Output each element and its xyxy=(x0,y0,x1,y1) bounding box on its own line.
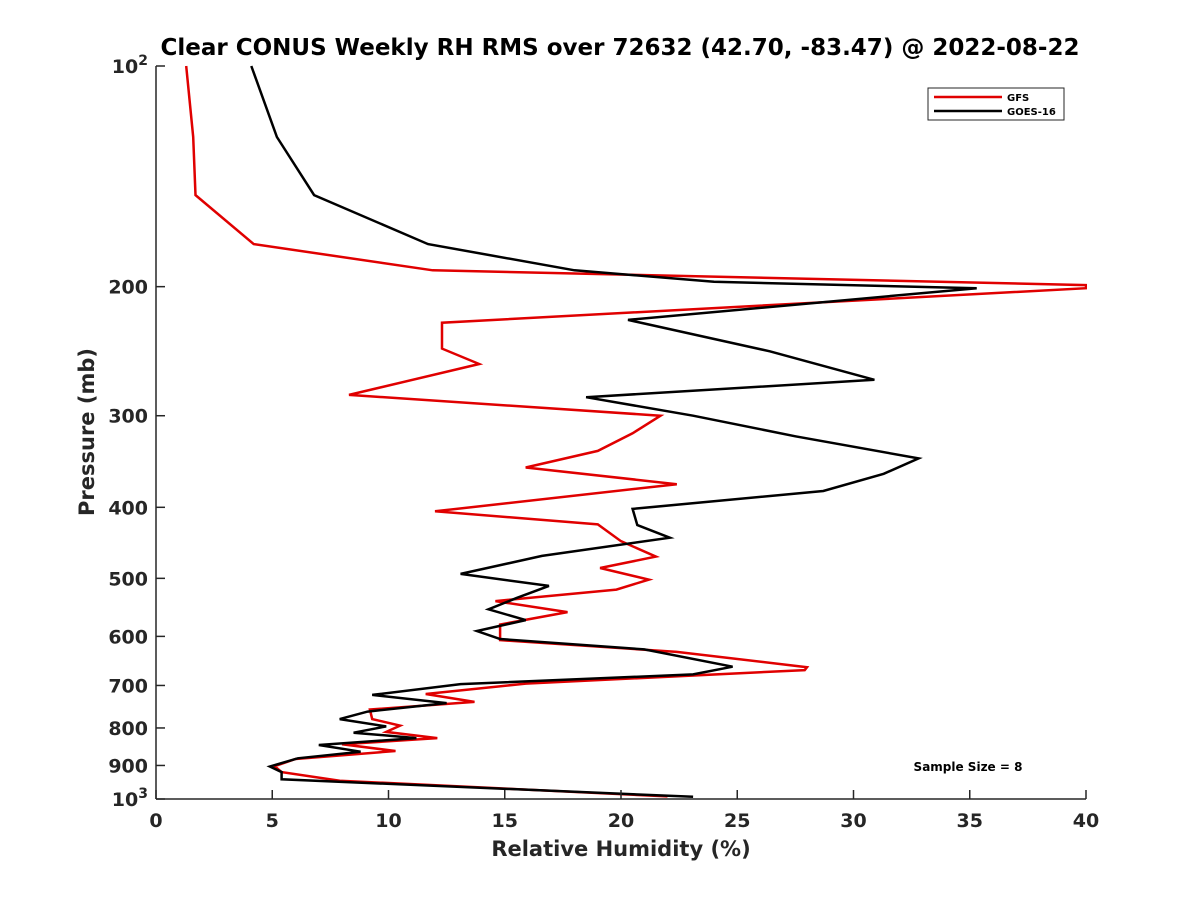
x-tick-label: 40 xyxy=(1073,810,1099,832)
y-axis-label: Pressure (mb) xyxy=(75,348,99,516)
series-layer xyxy=(184,65,1087,799)
x-tick-label: 15 xyxy=(492,810,518,832)
legend-label-goes16: GOES-16 xyxy=(1007,107,1056,118)
x-tick-label: 30 xyxy=(840,810,866,832)
x-tick-label: 20 xyxy=(608,810,634,832)
y-tick-label: 400 xyxy=(108,497,148,519)
y-tick-label: 102 xyxy=(112,53,148,78)
y-tick-label: 900 xyxy=(108,755,148,777)
y-tick-label: 700 xyxy=(108,675,148,697)
x-tick-label: 25 xyxy=(724,810,750,832)
y-tick-label: 600 xyxy=(108,626,148,648)
y-tick-label: 103 xyxy=(112,786,148,811)
y-tick-label: 800 xyxy=(108,718,148,740)
series-line-goes16 xyxy=(250,65,977,799)
x-tick-label: 5 xyxy=(266,810,279,832)
x-tick-label: 10 xyxy=(375,810,401,832)
chart-title: Clear CONUS Weekly RH RMS over 72632 (42… xyxy=(161,35,1080,61)
y-tick-label: 500 xyxy=(108,568,148,590)
y-tick-label: 300 xyxy=(108,406,148,428)
legend-box xyxy=(927,87,1065,121)
sample-size-annotation: Sample Size = 8 xyxy=(914,760,1023,774)
axes-layer: 0 5 10 15 20 25 30 35 40 102 200 300 400 500 600 700 800… xyxy=(108,53,1099,832)
y-tick-label: 200 xyxy=(108,277,148,299)
x-axis-label: Relative Humidity (%) xyxy=(491,837,750,861)
series-line-gfs xyxy=(184,65,1087,798)
x-tick-label: 0 xyxy=(149,810,162,832)
legend-label-gfs: GFS xyxy=(1007,93,1029,104)
x-tick-label: 35 xyxy=(957,810,983,832)
legend: GFS GOES-16 xyxy=(927,87,1065,121)
